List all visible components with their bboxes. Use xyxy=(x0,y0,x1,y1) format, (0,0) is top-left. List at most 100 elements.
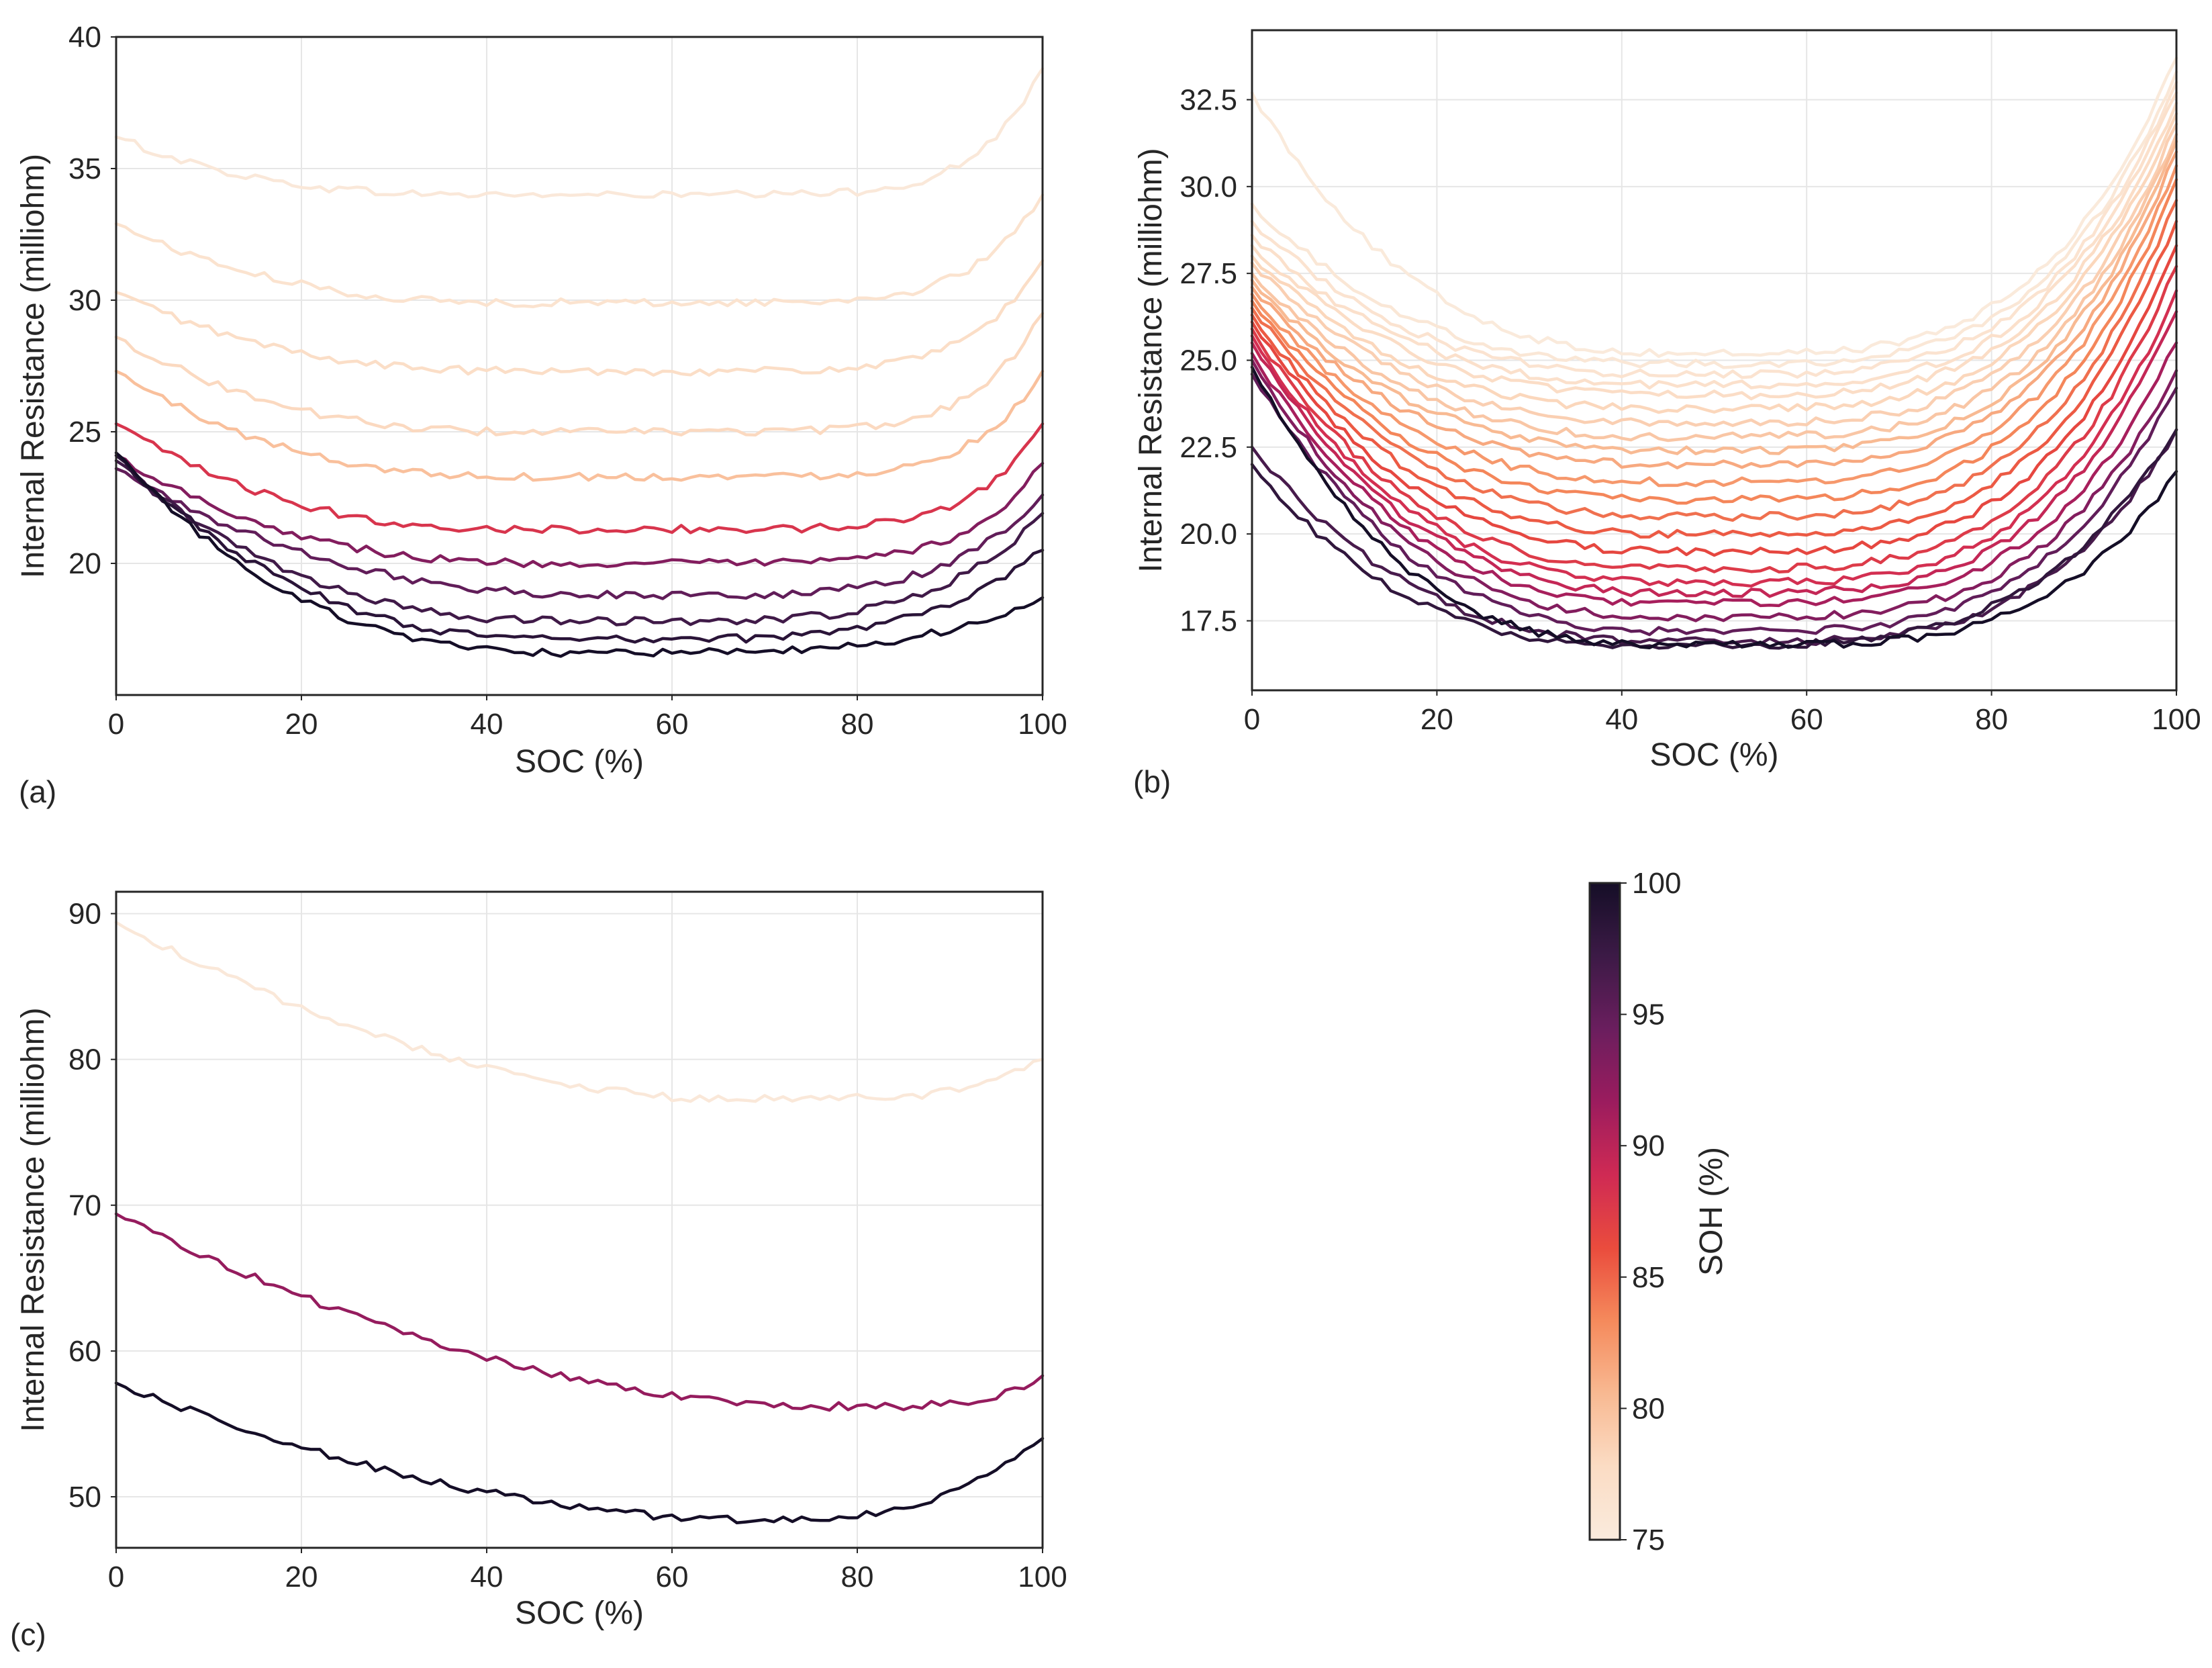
colorbar-tick-label-0: 100 xyxy=(1632,867,1681,900)
colorbar: 100 95 90 85 80 75 SOH (%) xyxy=(1588,867,1729,1557)
panel-a-label: (a) xyxy=(19,774,56,809)
panel-b-y-tick-label-3: 25.0 xyxy=(1180,344,1237,377)
panel-a-y-ticks: 20 25 30 35 40 xyxy=(68,21,116,580)
panel-b-y-tick-label-5: 30.0 xyxy=(1180,171,1237,203)
panel-c-series-line-1 xyxy=(114,1212,1045,1412)
panel-b-series-line-16 xyxy=(1250,289,2178,588)
panel-c-x-axis-label: SOC (%) xyxy=(515,1595,644,1631)
colorbar-tick-label-1: 95 xyxy=(1632,999,1665,1031)
panel-b: 0 20 40 60 80 100 17.5 20.0 22.5 25.0 27.5 30.0 32.… xyxy=(1133,29,2201,799)
panel-a-series-line-9 xyxy=(114,454,1045,644)
panel-c-series-line-0 xyxy=(114,921,1045,1103)
panel-c-x-tick-label-0: 0 xyxy=(108,1561,124,1593)
colorbar-tick-label-5: 75 xyxy=(1632,1524,1665,1557)
panel-c-y-tick-label-0: 50 xyxy=(68,1481,101,1514)
panel-a-x-tick-label-3: 60 xyxy=(656,708,689,741)
panel-b-series-line-21 xyxy=(1250,428,2178,647)
panel-b-series-line-20 xyxy=(1250,372,2178,637)
panel-b-y-ticks: 17.5 20.0 22.5 25.0 27.5 30.0 32.5 xyxy=(1180,83,1252,638)
panel-a-y-axis-label: Internal Resistance (milliohm) xyxy=(15,154,51,578)
panel-a-x-tick-label-1: 20 xyxy=(285,708,318,741)
panel-a-x-tick-label-0: 0 xyxy=(108,708,124,741)
colorbar-label: SOH (%) xyxy=(1694,1147,1729,1276)
panel-c-y-tick-label-1: 60 xyxy=(68,1335,101,1368)
colorbar-tick-label-2: 90 xyxy=(1632,1129,1665,1162)
panel-b-x-tick-label-3: 60 xyxy=(1790,703,1823,736)
panel-b-series-line-18 xyxy=(1250,341,2178,608)
panel-b-series-line-8 xyxy=(1250,140,2178,455)
panel-a-y-tick-label-3: 35 xyxy=(68,152,101,185)
panel-b-label: (b) xyxy=(1133,764,1171,799)
panel-a-series-line-3 xyxy=(114,312,1045,437)
panel-a-y-tick-label-4: 40 xyxy=(68,21,101,54)
panel-b-series-line-12 xyxy=(1250,199,2178,522)
panel-b-series-line-0 xyxy=(1250,56,2178,359)
panel-b-y-tick-label-0: 17.5 xyxy=(1180,605,1237,638)
colorbar-tick-label-4: 80 xyxy=(1632,1392,1665,1425)
panel-a-y-tick-label-1: 25 xyxy=(68,416,101,449)
panel-b-y-axis-label: Internal Resistance (milliohm) xyxy=(1133,148,1169,572)
panel-b-series-line-3 xyxy=(1250,91,2178,390)
panel-c-y-axis-label: Internal Resistance (milliohm) xyxy=(15,1007,51,1432)
panel-b-x-ticks: 0 20 40 60 80 100 xyxy=(1244,690,2201,736)
panel-b-series-line-5 xyxy=(1250,111,2178,414)
panel-a-lines xyxy=(114,66,1045,658)
panel-c-frame xyxy=(115,890,1044,1549)
panel-a-frame xyxy=(115,36,1044,696)
panel-b-y-tick-label-1: 20.0 xyxy=(1180,518,1237,551)
panel-c-y-tick-label-3: 80 xyxy=(68,1044,101,1076)
panel-b-x-tick-label-5: 100 xyxy=(2152,703,2201,736)
panel-b-x-tick-label-2: 40 xyxy=(1605,703,1638,736)
panel-c-lines xyxy=(114,921,1045,1525)
panel-c-x-tick-label-5: 100 xyxy=(1018,1561,1067,1593)
colorbar-frame xyxy=(1588,882,1621,1541)
panel-a-x-tick-label-2: 40 xyxy=(471,708,503,741)
panel-b-series-line-11 xyxy=(1250,178,2178,505)
panel-b-series-line-1 xyxy=(1250,70,2178,369)
panel-c-x-tick-label-4: 80 xyxy=(841,1561,874,1593)
panel-a: 0 20 40 60 80 100 20 25 30 35 40 SOC (%) Internal… xyxy=(15,21,1067,809)
panel-b-y-tick-label-2: 22.5 xyxy=(1180,431,1237,464)
panel-b-y-tick-label-6: 32.5 xyxy=(1180,83,1237,116)
panel-a-series-line-4 xyxy=(114,369,1045,482)
panel-b-series-line-13 xyxy=(1250,220,2178,539)
panel-c-y-ticks: 50 60 70 80 90 xyxy=(68,898,116,1514)
colorbar-ticks: 100 95 90 85 80 75 xyxy=(1620,867,1681,1557)
panel-b-lines xyxy=(1250,56,2178,650)
panel-a-series-line-1 xyxy=(114,193,1045,309)
panel-a-x-ticks: 0 20 40 60 80 100 xyxy=(108,695,1067,741)
panel-b-x-tick-label-0: 0 xyxy=(1244,703,1260,736)
colorbar-gradient xyxy=(1590,883,1620,1540)
panel-c-x-tick-label-1: 20 xyxy=(285,1561,318,1593)
panel-b-series-line-14 xyxy=(1250,244,2178,557)
panel-b-x-tick-label-1: 20 xyxy=(1421,703,1453,736)
panel-b-series-line-4 xyxy=(1250,101,2178,401)
panel-c-y-tick-label-4: 90 xyxy=(68,898,101,931)
panel-b-series-line-22 xyxy=(1250,428,2178,650)
panel-b-x-axis-label: SOC (%) xyxy=(1650,737,1779,773)
panel-a-y-tick-label-0: 20 xyxy=(68,547,101,580)
panel-a-series-line-5 xyxy=(114,422,1045,535)
panel-a-x-tick-label-5: 100 xyxy=(1018,708,1067,741)
panel-c-x-ticks: 0 20 40 60 80 100 xyxy=(108,1548,1067,1593)
panel-a-x-axis-label: SOC (%) xyxy=(515,744,644,780)
panel-c: 0 20 40 60 80 100 50 60 70 80 90 SOC (%) Internal… xyxy=(10,890,1067,1652)
panel-a-series-line-8 xyxy=(114,459,1045,627)
panel-b-series-line-7 xyxy=(1250,132,2178,443)
panel-a-series-line-10 xyxy=(114,451,1045,658)
colorbar-tick-label-3: 85 xyxy=(1632,1261,1665,1294)
panel-a-y-tick-label-2: 30 xyxy=(68,284,101,317)
panel-a-series-line-0 xyxy=(114,66,1045,199)
panel-c-series-line-2 xyxy=(114,1381,1045,1525)
panel-a-series-line-7 xyxy=(114,467,1045,600)
panel-c-x-tick-label-2: 40 xyxy=(471,1561,503,1593)
panel-c-x-tick-label-3: 60 xyxy=(656,1561,689,1593)
panel-b-y-tick-label-4: 27.5 xyxy=(1180,257,1237,290)
panel-b-series-line-23 xyxy=(1250,365,2178,649)
panel-a-x-tick-label-4: 80 xyxy=(841,708,874,741)
panel-b-series-line-15 xyxy=(1250,265,2178,573)
panel-b-series-line-10 xyxy=(1250,164,2178,488)
panel-a-series-line-2 xyxy=(114,259,1045,377)
panel-b-series-line-9 xyxy=(1250,150,2178,469)
